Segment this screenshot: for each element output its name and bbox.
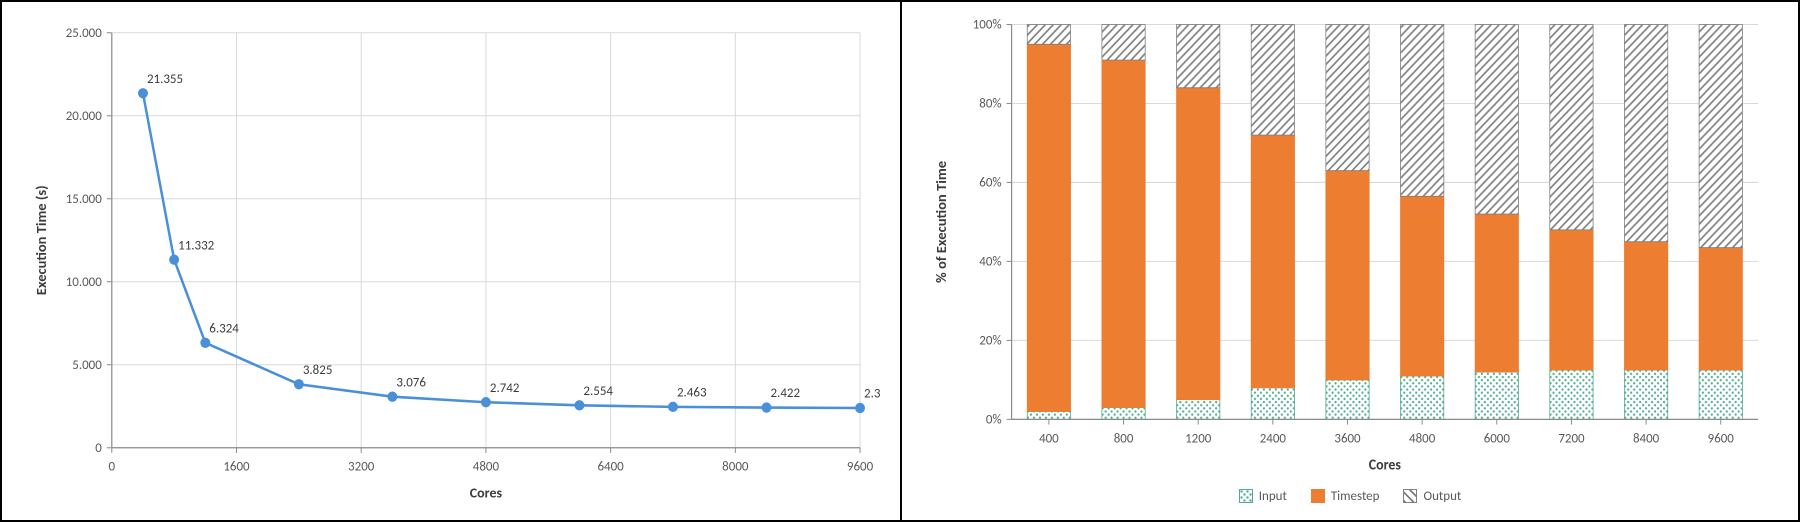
- svg-text:8000: 8000: [722, 457, 749, 474]
- svg-text:0%: 0%: [986, 410, 1002, 427]
- figure-container: 0 5.000 10.000 15.000 20.000 25.000 0 1600 3200 4…: [0, 0, 1800, 522]
- svg-text:80%: 80%: [979, 94, 1002, 111]
- svg-text:25.000: 25.000: [66, 24, 102, 41]
- svg-text:3200: 3200: [348, 457, 375, 474]
- line-chart-svg: 0 5.000 10.000 15.000 20.000 25.000 0 1600 3200 4…: [22, 12, 880, 510]
- svg-text:400: 400: [1039, 429, 1059, 446]
- legend-label-output: Output: [1423, 489, 1461, 504]
- svg-text:40%: 40%: [979, 252, 1002, 269]
- svg-text:1200: 1200: [1185, 429, 1211, 446]
- legend-label-timestep: Timestep: [1331, 489, 1380, 504]
- svg-text:10.000: 10.000: [66, 273, 102, 290]
- svg-text:4800: 4800: [1409, 429, 1435, 446]
- svg-text:9600: 9600: [1708, 429, 1734, 446]
- stacked-chart-legend: Input Timestep Output: [922, 482, 1778, 510]
- legend-swatch-input: [1239, 489, 1253, 503]
- svg-text:2.554: 2.554: [583, 382, 613, 399]
- svg-text:1600: 1600: [223, 457, 250, 474]
- svg-text:% of Execution Time: % of Execution Time: [932, 161, 950, 283]
- svg-text:Cores: Cores: [470, 483, 503, 501]
- stacked-chart-panel: 0% 20% 40% 60% 80% 100% 400 800 1200 2400 3600 4800…: [900, 0, 1800, 522]
- legend-item-output: Output: [1403, 489, 1461, 504]
- svg-text:2.422: 2.422: [771, 384, 801, 401]
- svg-text:2.395: 2.395: [864, 384, 880, 401]
- line-chart-panel: 0 5.000 10.000 15.000 20.000 25.000 0 1600 3200 4…: [0, 0, 900, 522]
- svg-text:11.332: 11.332: [178, 236, 214, 253]
- svg-text:Execution Time (s): Execution Time (s): [32, 185, 50, 295]
- stacked-chart-area: 0% 20% 40% 60% 80% 100% 400 800 1200 2400 3600 4800…: [922, 12, 1778, 482]
- legend-swatch-timestep: [1311, 489, 1325, 503]
- stacked-chart-svg: 0% 20% 40% 60% 80% 100% 400 800 1200 2400 3600 4800…: [922, 12, 1778, 482]
- svg-text:0: 0: [95, 439, 102, 456]
- svg-text:60%: 60%: [979, 173, 1002, 190]
- legend-label-input: Input: [1259, 489, 1287, 504]
- svg-text:3.825: 3.825: [303, 361, 333, 378]
- svg-text:100%: 100%: [973, 15, 1002, 32]
- legend-item-input: Input: [1239, 489, 1287, 504]
- svg-text:2.742: 2.742: [490, 379, 520, 396]
- svg-text:5.000: 5.000: [72, 356, 102, 373]
- svg-text:3.076: 3.076: [396, 373, 426, 390]
- legend-swatch-output: [1403, 489, 1417, 503]
- svg-text:6.324: 6.324: [209, 319, 239, 336]
- svg-text:9600: 9600: [847, 457, 874, 474]
- line-chart-area: 0 5.000 10.000 15.000 20.000 25.000 0 1600 3200 4…: [22, 12, 880, 510]
- svg-text:6400: 6400: [597, 457, 624, 474]
- svg-text:3600: 3600: [1334, 429, 1360, 446]
- svg-text:20.000: 20.000: [66, 107, 102, 124]
- svg-text:800: 800: [1114, 429, 1134, 446]
- svg-text:7200: 7200: [1558, 429, 1584, 446]
- svg-text:4800: 4800: [473, 457, 500, 474]
- svg-text:2.463: 2.463: [677, 383, 707, 400]
- svg-text:20%: 20%: [979, 331, 1002, 348]
- svg-text:Cores: Cores: [1369, 455, 1402, 473]
- svg-text:8400: 8400: [1633, 429, 1659, 446]
- svg-text:0: 0: [109, 457, 116, 474]
- svg-text:2400: 2400: [1260, 429, 1286, 446]
- legend-item-timestep: Timestep: [1311, 489, 1380, 504]
- svg-text:15.000: 15.000: [66, 190, 102, 207]
- svg-text:6000: 6000: [1484, 429, 1510, 446]
- svg-text:21.355: 21.355: [147, 70, 183, 87]
